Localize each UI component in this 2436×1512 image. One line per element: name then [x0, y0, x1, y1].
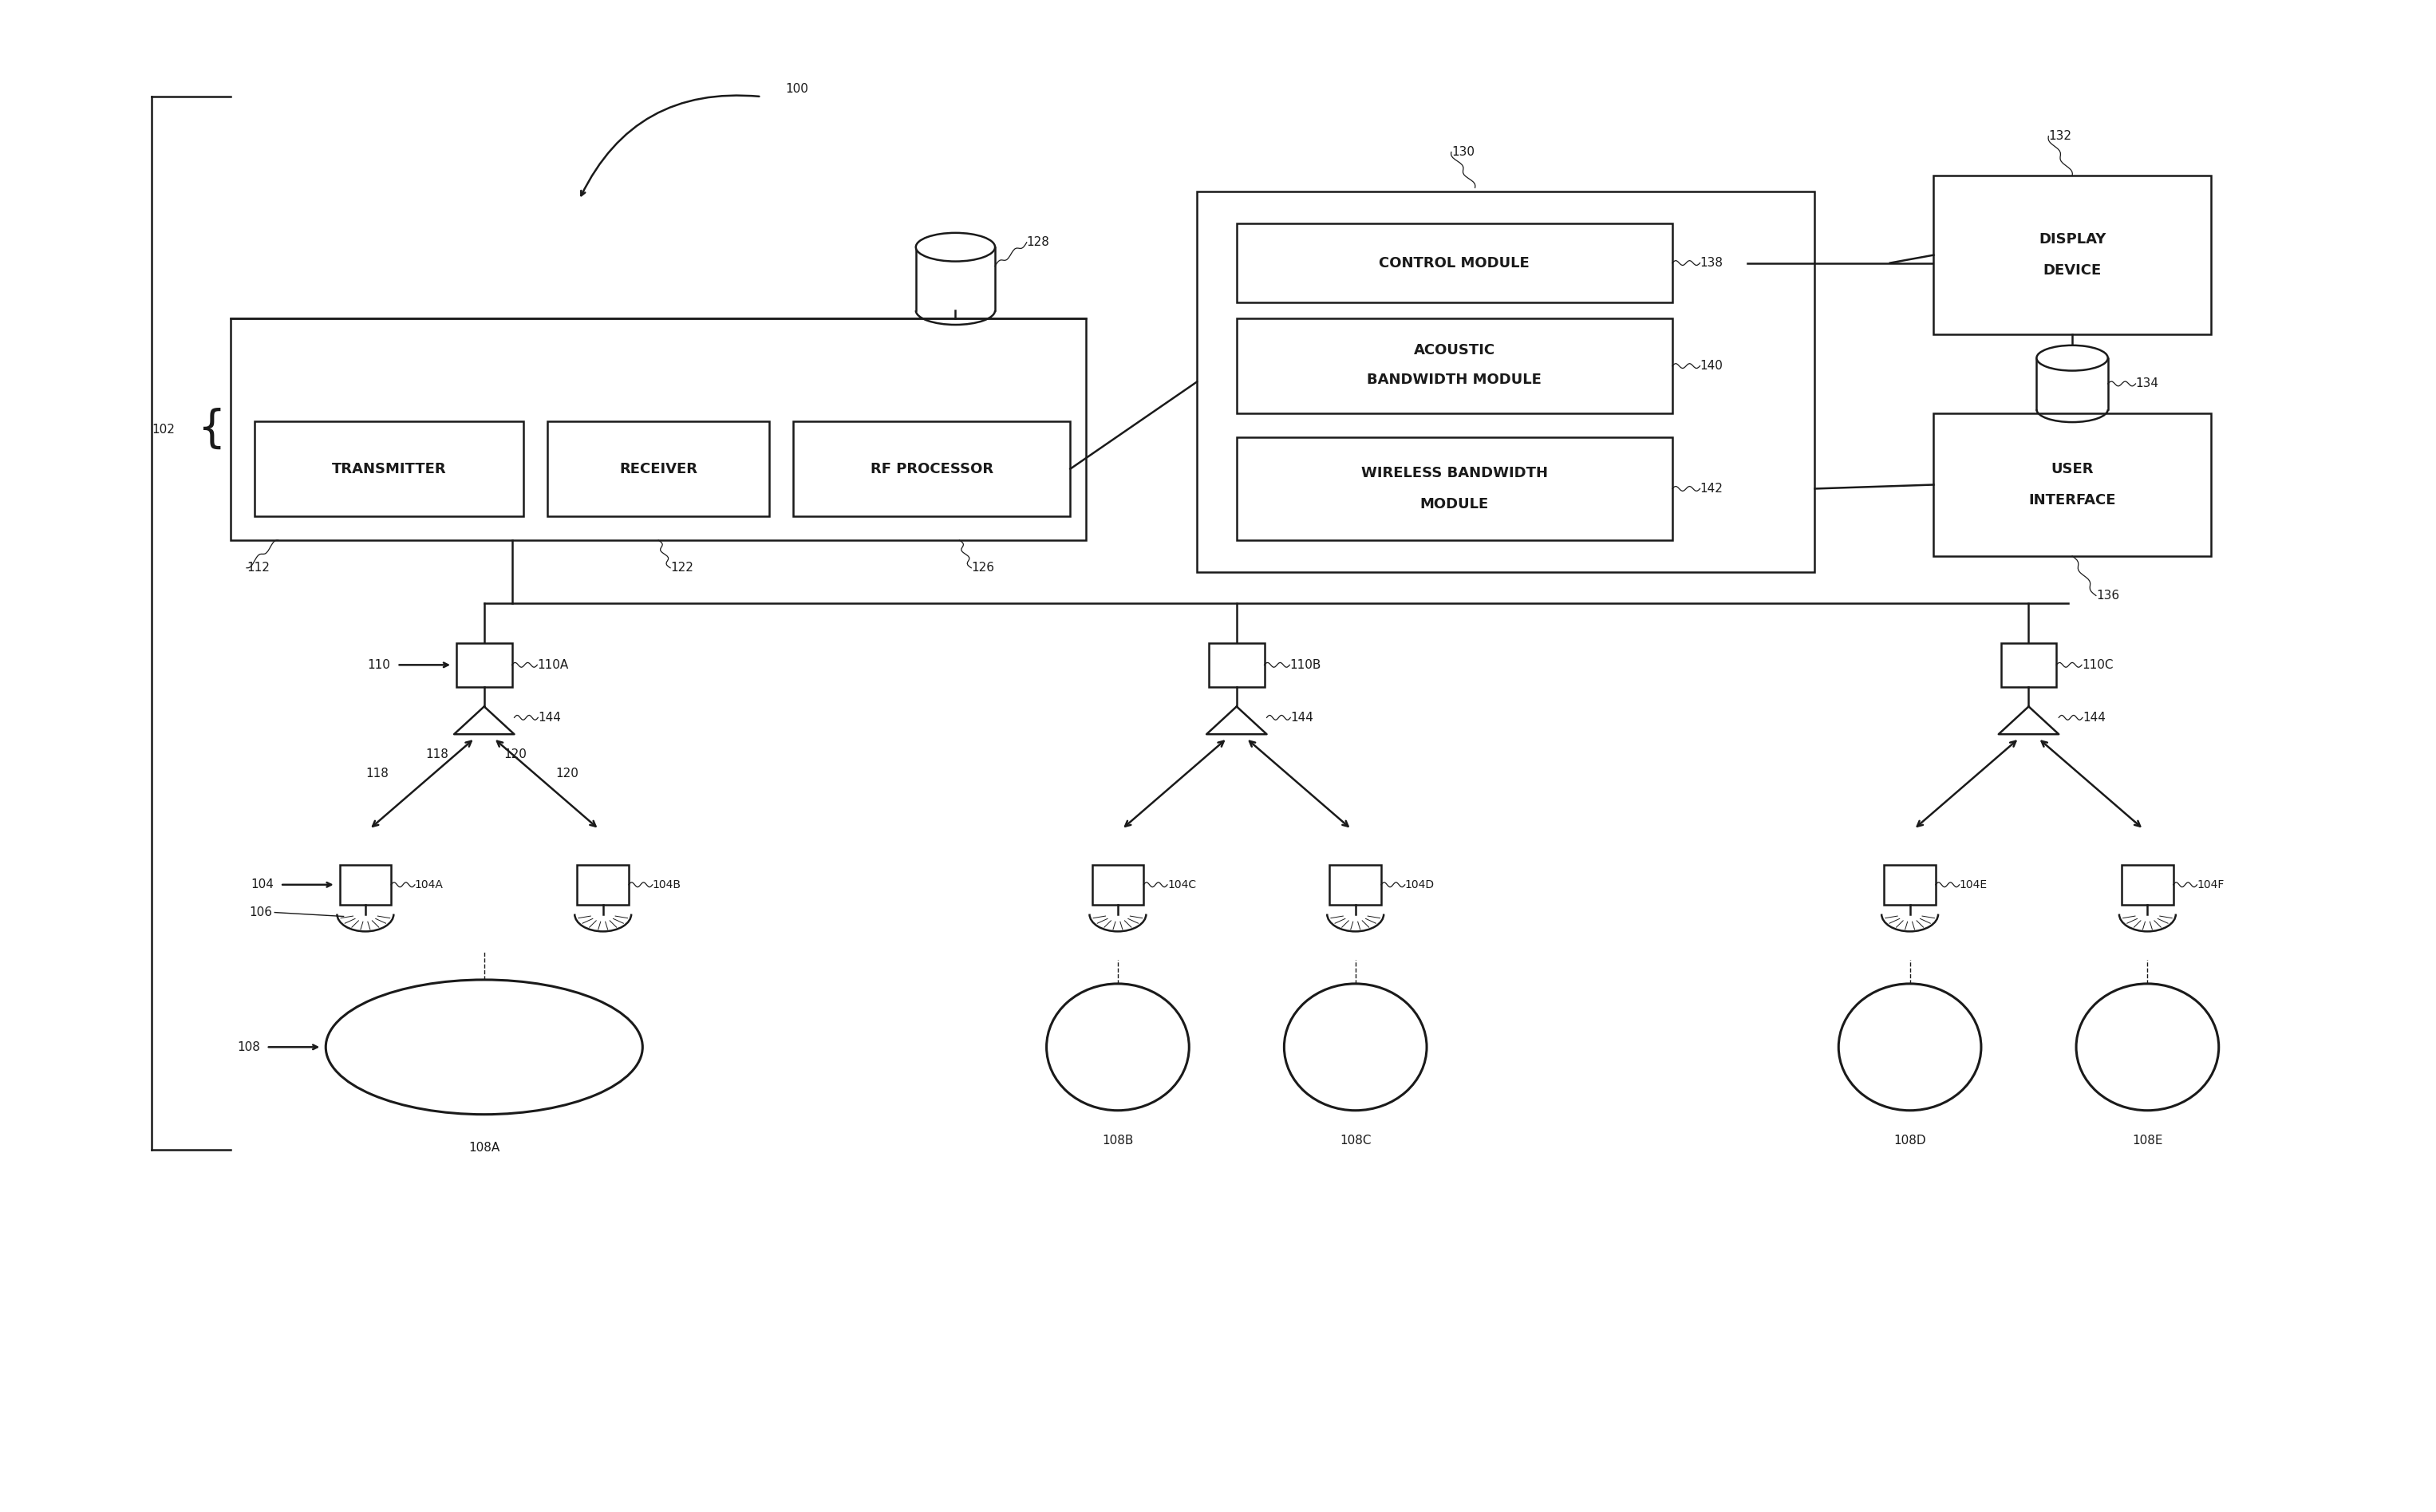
Text: 104C: 104C [1167, 878, 1196, 891]
Text: 102: 102 [151, 423, 175, 435]
Text: 108C: 108C [1340, 1134, 1371, 1146]
Text: MODULE: MODULE [1420, 497, 1488, 511]
Text: 104A: 104A [414, 878, 443, 891]
Ellipse shape [1047, 984, 1189, 1110]
Text: 104: 104 [251, 878, 273, 891]
Text: 100: 100 [784, 83, 809, 95]
Bar [1091, 865, 1142, 904]
Text: 120: 120 [555, 768, 577, 780]
Text: 108B: 108B [1101, 1134, 1133, 1146]
Text: 104E: 104E [1959, 878, 1988, 891]
Bar [548, 422, 770, 517]
Text: INTERFACE: INTERFACE [2029, 493, 2117, 508]
Text: 108D: 108D [1893, 1134, 1927, 1146]
Bar [1196, 192, 1815, 572]
Text: 126: 126 [972, 562, 994, 575]
Text: 138: 138 [1700, 257, 1722, 269]
Text: 120: 120 [504, 748, 526, 761]
Bar [456, 643, 512, 686]
Bar [339, 865, 392, 904]
Text: TRANSMITTER: TRANSMITTER [331, 461, 446, 476]
Bar [253, 422, 524, 517]
Bar [231, 319, 1086, 540]
Ellipse shape [1284, 984, 1427, 1110]
Text: 134: 134 [2136, 378, 2158, 390]
Ellipse shape [1839, 984, 1980, 1110]
Text: 108: 108 [236, 1042, 261, 1052]
Bar [1237, 437, 1671, 540]
Text: DEVICE: DEVICE [2044, 263, 2102, 278]
Text: 106: 106 [248, 906, 273, 918]
Bar [1934, 413, 2212, 556]
Text: 122: 122 [670, 562, 694, 575]
Text: RECEIVER: RECEIVER [619, 461, 697, 476]
Text: 142: 142 [1700, 482, 1722, 494]
Text: 112: 112 [246, 562, 270, 575]
Text: 118: 118 [426, 748, 448, 761]
Bar [1208, 643, 1264, 686]
Text: 118: 118 [365, 768, 390, 780]
Text: CONTROL MODULE: CONTROL MODULE [1379, 256, 1530, 271]
Text: 104D: 104D [1406, 878, 1435, 891]
Text: RF PROCESSOR: RF PROCESSOR [870, 461, 994, 476]
Text: ACOUSTIC: ACOUSTIC [1413, 343, 1496, 357]
Text: 128: 128 [1026, 236, 1050, 248]
Text: USER: USER [2051, 461, 2093, 476]
Bar [1934, 175, 2212, 334]
Text: {: { [197, 408, 224, 451]
Bar [1237, 319, 1671, 413]
Ellipse shape [916, 233, 994, 262]
Text: DISPLAY: DISPLAY [2039, 231, 2105, 246]
Text: 140: 140 [1700, 360, 1722, 372]
Ellipse shape [2075, 984, 2219, 1110]
Text: 110C: 110C [2083, 659, 2114, 671]
Bar [1330, 865, 1381, 904]
Text: 110A: 110A [538, 659, 568, 671]
Text: 104B: 104B [653, 878, 682, 891]
Ellipse shape [2036, 345, 2107, 370]
Bar [794, 422, 1069, 517]
Text: BANDWIDTH MODULE: BANDWIDTH MODULE [1367, 373, 1542, 387]
Text: 108E: 108E [2132, 1134, 2163, 1146]
Text: 130: 130 [1452, 147, 1474, 159]
Text: WIRELESS BANDWIDTH: WIRELESS BANDWIDTH [1362, 466, 1547, 479]
Bar [2122, 865, 2173, 904]
Text: 104F: 104F [2197, 878, 2224, 891]
Bar [2000, 643, 2056, 686]
Text: 108A: 108A [468, 1142, 499, 1154]
Text: 110: 110 [368, 659, 390, 671]
Text: 144: 144 [2083, 712, 2105, 724]
Text: 144: 144 [1291, 712, 1313, 724]
Bar [1883, 865, 1937, 904]
Text: 110B: 110B [1289, 659, 1320, 671]
Bar [1237, 224, 1671, 302]
Bar [577, 865, 628, 904]
Text: 136: 136 [2095, 590, 2119, 602]
Text: 144: 144 [538, 712, 560, 724]
Ellipse shape [326, 980, 643, 1114]
Text: 132: 132 [2049, 130, 2071, 142]
